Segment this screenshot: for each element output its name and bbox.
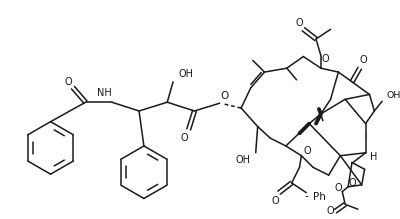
Text: O: O xyxy=(327,206,334,216)
Text: O: O xyxy=(322,55,330,64)
Text: OH: OH xyxy=(386,91,400,100)
Text: NH: NH xyxy=(97,88,112,99)
Text: O: O xyxy=(360,55,368,65)
Text: O: O xyxy=(64,77,72,87)
Text: H: H xyxy=(370,152,377,162)
Text: O: O xyxy=(296,18,303,28)
Text: O: O xyxy=(334,183,342,193)
Text: -: - xyxy=(304,192,308,201)
Text: O: O xyxy=(181,133,188,143)
Text: O: O xyxy=(348,178,356,188)
Text: O: O xyxy=(220,91,229,101)
Text: OH: OH xyxy=(179,69,194,79)
Text: O: O xyxy=(304,146,311,156)
Text: OH: OH xyxy=(236,155,251,165)
Text: O: O xyxy=(271,196,279,206)
Text: Ph: Ph xyxy=(313,192,326,201)
